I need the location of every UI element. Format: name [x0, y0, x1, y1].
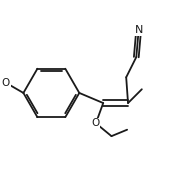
Text: N: N — [135, 25, 143, 35]
Text: O: O — [2, 78, 10, 88]
Text: O: O — [92, 118, 100, 128]
